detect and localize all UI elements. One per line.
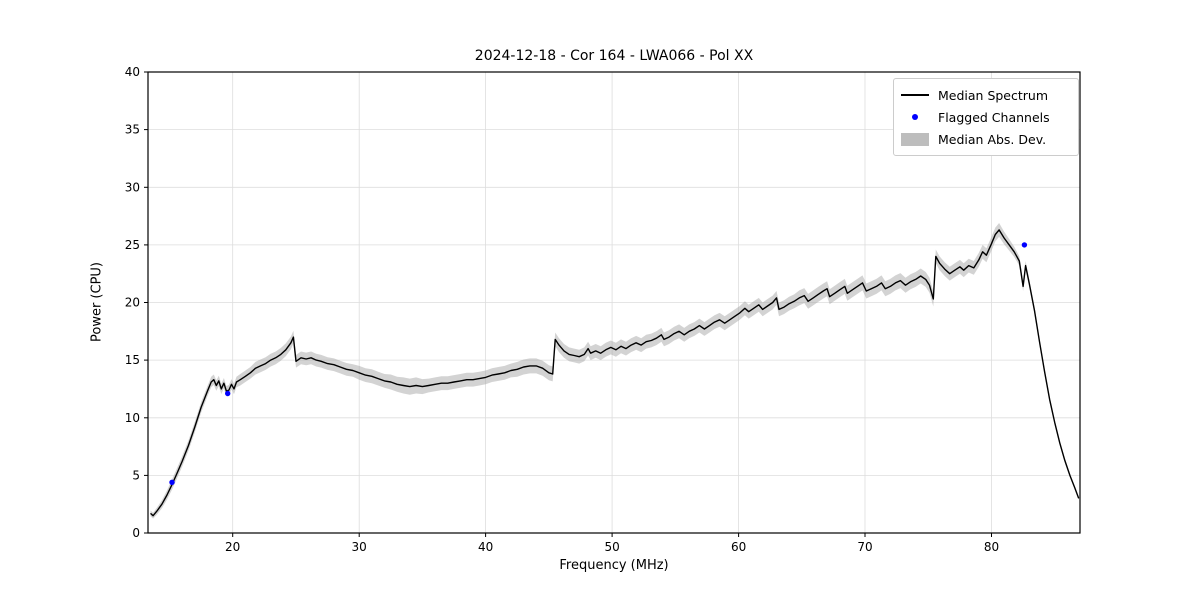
legend-item-median-spectrum: Median Spectrum (900, 84, 1072, 106)
x-tick-label: 20 (225, 540, 240, 554)
legend-item-flagged-channels: Flagged Channels (900, 106, 1072, 128)
chart-title: 2024-12-18 - Cor 164 - LWA066 - Pol XX (474, 48, 754, 64)
legend-item-median-abs-dev: Median Abs. Dev. (900, 128, 1072, 150)
median-spectrum-line (150, 229, 1080, 517)
y-tick-label: 30 (125, 180, 140, 194)
median-line-swatch-icon (900, 94, 930, 96)
y-tick-label: 0 (132, 526, 140, 540)
flagged-channel-dot (1021, 242, 1028, 248)
flagged-channel-dot (225, 390, 231, 397)
legend-label: Median Abs. Dev. (938, 131, 1047, 147)
x-tick-label: 70 (857, 540, 872, 554)
x-tick-label: 40 (478, 540, 493, 554)
y-tick-label: 25 (125, 238, 140, 252)
y-tick-label: 15 (125, 353, 140, 367)
x-axis-label: Frequency (MHz) (559, 558, 669, 573)
legend: Median Spectrum Flagged Channels Median … (893, 78, 1079, 156)
mad-band (150, 223, 1079, 519)
y-tick-label: 5 (132, 468, 140, 482)
y-tick-label: 10 (125, 411, 140, 425)
y-tick-label: 20 (125, 296, 140, 310)
flagged-dot-swatch-icon (900, 114, 930, 120)
mad-band-swatch-icon (900, 132, 930, 146)
x-tick-label: 80 (984, 540, 999, 554)
legend-label: Median Spectrum (938, 87, 1049, 103)
flagged-channel-dot (169, 479, 175, 485)
y-tick-label: 35 (125, 123, 140, 137)
x-tick-label: 60 (731, 540, 746, 554)
x-tick-label: 30 (352, 540, 367, 554)
y-tick-label: 40 (125, 65, 140, 79)
legend-label: Flagged Channels (938, 109, 1050, 125)
x-tick-label: 50 (604, 540, 619, 554)
